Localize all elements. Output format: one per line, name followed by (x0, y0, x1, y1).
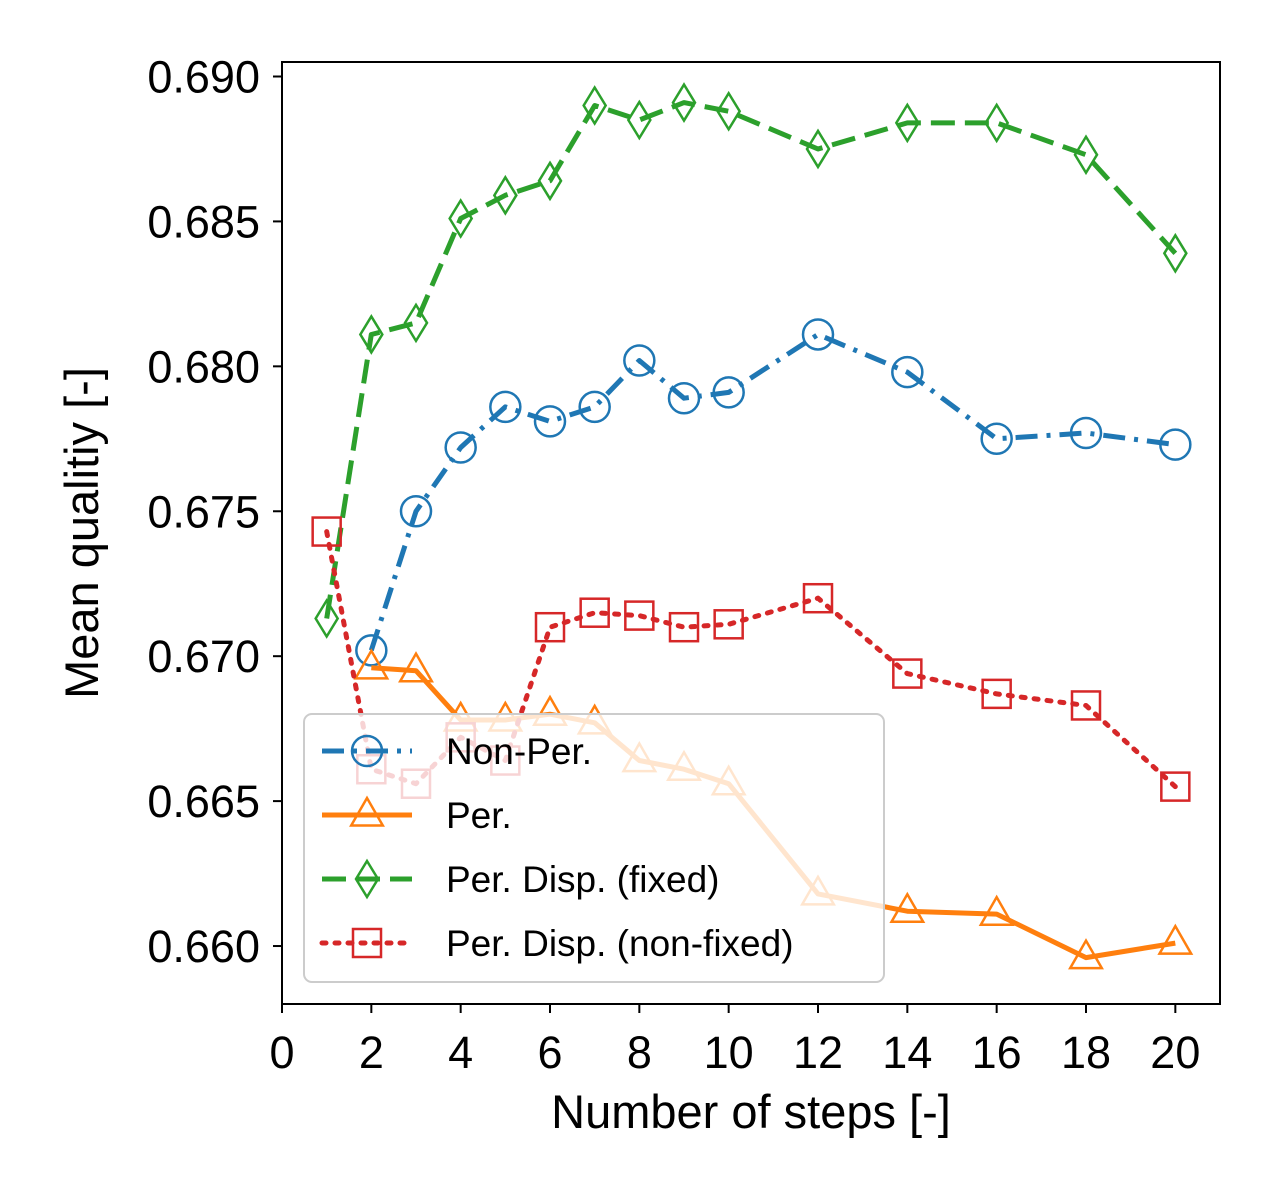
data-point-per-disp-non-fixed (713, 609, 744, 640)
data-point-per-disp-fixed (894, 102, 920, 144)
legend-frame (303, 713, 885, 983)
x-tick-label: 14 (882, 1027, 932, 1078)
series-non-per (355, 318, 1192, 667)
data-point-per (889, 891, 926, 924)
data-point-per (978, 894, 1015, 926)
data-point-per-disp-non-fixed (1160, 771, 1191, 802)
legend-item-non-per: Non-Per. (322, 731, 592, 772)
x-axis: 0 2 4 6 8 10 12 14 16 18 20 (269, 1004, 1200, 1078)
data-point-per-disp-fixed (1162, 232, 1188, 274)
data-point-per-disp-fixed (537, 160, 563, 202)
data-point-per (353, 648, 390, 680)
x-tick-label: 2 (359, 1027, 384, 1078)
x-tick-label: 4 (448, 1027, 473, 1078)
data-point-non-per (980, 422, 1013, 456)
data-point-per-disp-non-fixed (534, 611, 566, 643)
y-tick-label: 0.690 (147, 51, 260, 102)
y-tick-label: 0.670 (147, 631, 260, 682)
data-point-per-disp-fixed (671, 82, 697, 123)
y-tick-label: 0.685 (147, 196, 260, 247)
x-tick-label: 20 (1150, 1027, 1200, 1078)
data-point-per-disp-non-fixed (668, 611, 700, 643)
data-point-per (1157, 923, 1194, 955)
data-point-non-per (533, 405, 567, 438)
data-point-non-per (891, 355, 924, 389)
data-point-per-disp-fixed (582, 85, 608, 126)
data-point-per-disp-non-fixed (624, 600, 655, 631)
legend: Non-Per. Per. Per. Disp. (fixed) Per. Disp.… (303, 713, 885, 983)
x-tick-label: 0 (269, 1027, 294, 1078)
y-axis-title: Mean qualitiy [-] (55, 367, 108, 699)
legend-label: Per. (446, 795, 512, 836)
data-point-per-disp-fixed (984, 102, 1010, 144)
data-point-non-per (1159, 428, 1192, 461)
data-point-non-per (712, 376, 745, 409)
x-tick-label: 12 (793, 1027, 843, 1078)
data-point-per-disp-fixed (358, 314, 384, 355)
data-point-per-disp-fixed (403, 302, 429, 344)
data-point-non-per (355, 634, 388, 667)
data-point-non-per (489, 390, 522, 424)
data-point-per-disp-fixed (492, 174, 518, 216)
y-tick-label: 0.675 (147, 486, 260, 537)
x-tick-label: 10 (704, 1027, 754, 1078)
data-point-per-disp-fixed (805, 128, 831, 170)
legend-marker-non-per (350, 734, 384, 768)
data-point-per (1068, 938, 1104, 970)
x-axis-title: Number of steps [-] (551, 1085, 951, 1138)
x-tick-label: 18 (1061, 1027, 1111, 1078)
y-tick-label: 0.660 (147, 921, 260, 972)
data-point-non-per (667, 381, 701, 415)
series-per-disp-fixed (314, 82, 1188, 639)
data-point-per-disp-non-fixed (1070, 690, 1102, 721)
data-point-non-per (623, 344, 656, 377)
data-point-per (398, 651, 434, 683)
data-point-non-per (444, 431, 477, 464)
data-point-non-per (578, 390, 611, 424)
y-tick-label: 0.665 (147, 776, 260, 827)
series-line-non-per (368, 332, 1176, 652)
plot-frame (281, 61, 1221, 1005)
data-point-per-disp-non-fixed (311, 516, 342, 547)
data-point-per-disp-non-fixed (802, 582, 834, 614)
data-point-non-per (801, 318, 835, 351)
x-tick-label: 6 (537, 1027, 562, 1078)
legend-item-per: Per. (322, 795, 512, 836)
legend-marker-per-disp-fixed (354, 858, 380, 900)
data-point-per-disp-non-fixed (579, 597, 610, 628)
data-point-per-disp-fixed (626, 99, 652, 141)
data-point-non-per (399, 495, 433, 528)
data-point-per-disp-fixed (448, 198, 474, 239)
data-point-per-disp-non-fixed (981, 678, 1012, 710)
data-point-per-disp-fixed (716, 90, 742, 132)
data-point-per-disp-fixed (314, 598, 340, 639)
y-tick-label: 0.680 (147, 341, 260, 392)
series-line-per-disp-fixed (324, 100, 1178, 619)
data-point-non-per (1069, 416, 1103, 450)
legend-item-per-disp-fixed: Per. Disp. (fixed) (322, 858, 719, 900)
legend-label: Per. Disp. (fixed) (446, 859, 719, 900)
data-point-per-disp-non-fixed (892, 658, 923, 689)
legend-item-per-disp-non-fixed: Per. Disp. (non-fixed) (319, 923, 794, 964)
y-axis: 0.660 0.665 0.670 0.675 0.680 0.685 0.690 (147, 51, 282, 972)
x-tick-label: 16 (972, 1027, 1022, 1078)
legend-label: Per. Disp. (non-fixed) (446, 923, 794, 964)
x-tick-label: 8 (627, 1027, 652, 1078)
legend-label: Non-Per. (446, 731, 592, 772)
legend-marker-per-disp-non-fixed (351, 927, 383, 959)
legend-marker-per (349, 795, 385, 827)
data-point-per-disp-fixed (1073, 134, 1099, 176)
